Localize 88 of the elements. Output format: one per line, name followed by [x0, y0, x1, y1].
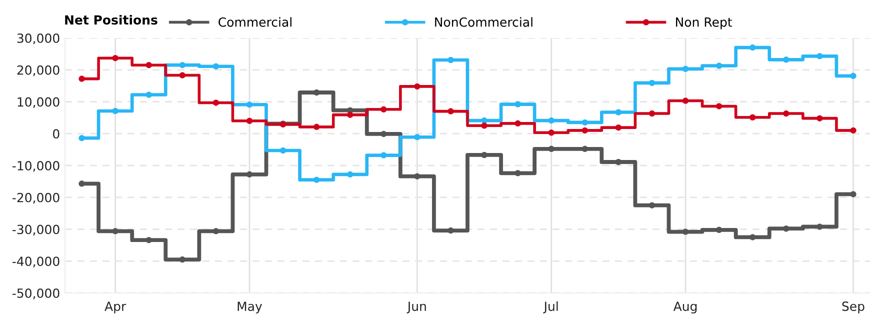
x-tick-label: Apr [104, 302, 126, 314]
point [212, 228, 220, 234]
point [682, 98, 689, 104]
point [816, 53, 823, 60]
y-tick-label: -20,000 [12, 192, 60, 204]
legend-label: Non Rept [676, 18, 732, 30]
legend-title: Net Positions [65, 14, 158, 25]
point [615, 158, 622, 166]
y-tick-label: -40,000 [12, 256, 60, 268]
point [380, 106, 387, 113]
point [749, 234, 756, 240]
point [146, 236, 152, 244]
point [716, 62, 722, 69]
legend-label: Commercial [218, 17, 292, 27]
point [783, 56, 790, 63]
point [481, 152, 488, 158]
x-tick-label: Jul [543, 301, 558, 314]
point [615, 109, 622, 116]
point [481, 117, 488, 124]
y-tick-label: 30,000 [17, 33, 60, 44]
legend-label: NonCommercial [435, 17, 532, 27]
point [313, 89, 320, 96]
point [112, 54, 118, 62]
x-tick-label: May [238, 302, 262, 314]
point [212, 100, 220, 106]
point [78, 76, 85, 82]
point [414, 134, 420, 140]
y-tick-label: 10,000 [18, 97, 60, 108]
point [179, 256, 186, 263]
point [548, 146, 554, 152]
point [514, 170, 521, 176]
point [514, 120, 521, 127]
point [280, 147, 286, 154]
point [615, 124, 622, 131]
point [682, 228, 689, 235]
y-tick-label: -10,000 [12, 160, 60, 172]
point [179, 72, 186, 78]
x-tick-label: Sep [842, 302, 864, 314]
point [783, 225, 790, 232]
point [78, 134, 85, 142]
point [682, 66, 689, 72]
point [850, 72, 856, 80]
point [448, 108, 454, 114]
point [448, 227, 454, 234]
point [548, 117, 554, 124]
point [246, 171, 253, 178]
point [582, 119, 588, 126]
y-tick-label: 20,000 [17, 65, 60, 76]
point [246, 101, 253, 108]
x-tick-label: Aug [673, 302, 697, 314]
point [313, 124, 320, 130]
y-tick-label: 0 [53, 129, 60, 139]
point [146, 62, 152, 68]
point [850, 191, 856, 198]
point [112, 228, 118, 234]
point [246, 118, 253, 124]
point [648, 110, 656, 117]
point [146, 92, 152, 98]
y-tick-label: -50,000 [12, 288, 60, 300]
point [749, 114, 756, 120]
point [816, 224, 823, 230]
point [749, 44, 756, 51]
point [346, 112, 354, 118]
point [380, 130, 387, 138]
point [648, 80, 656, 86]
point [78, 180, 85, 187]
point [112, 108, 118, 114]
point [582, 127, 588, 134]
point [313, 176, 320, 183]
point [716, 226, 722, 234]
point [448, 56, 454, 64]
point [179, 62, 186, 68]
point [783, 110, 790, 117]
point [716, 103, 722, 110]
point [380, 152, 387, 158]
point [346, 171, 354, 178]
x-tick-label: Jun [406, 302, 426, 314]
point [212, 63, 220, 70]
point [648, 202, 656, 208]
point [481, 122, 488, 129]
y-tick-label: -30,000 [12, 224, 60, 236]
point [548, 130, 554, 136]
point [414, 173, 420, 180]
point [850, 127, 856, 134]
point [816, 115, 823, 122]
point [414, 83, 420, 90]
point [582, 146, 588, 152]
point [514, 101, 521, 108]
